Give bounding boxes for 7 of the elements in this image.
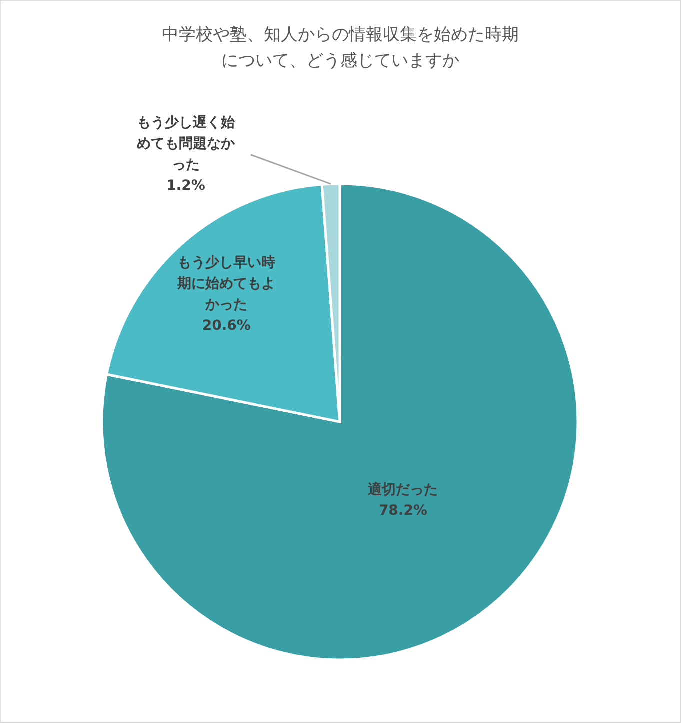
slice-label: 適切だった	[367, 480, 438, 498]
data-label: 20.6%	[202, 318, 251, 334]
data-label: 1.2%	[166, 178, 206, 194]
chart-title: 中学校や塾、知人からの情報収集を始めた時期について、どう感じていますか	[162, 25, 519, 71]
data-label: 78.2%	[378, 502, 428, 519]
slice-label: もう少し早い時期に始めてもよかった	[176, 254, 276, 313]
slice-label: もう少し遅く始めても問題なかった	[136, 114, 236, 173]
